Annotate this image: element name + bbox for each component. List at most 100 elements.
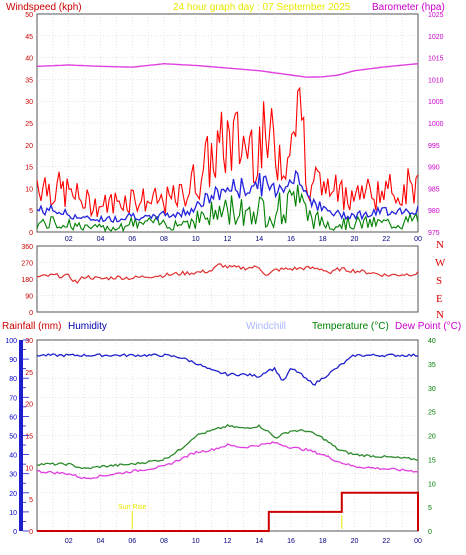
rainfall-ytick-label: 30 bbox=[25, 338, 33, 345]
wind-ytick-label: 10 bbox=[25, 186, 33, 193]
rainfall-ytick-label: 10 bbox=[25, 465, 33, 472]
dewpoint-axis-label: Dew Point (°C) bbox=[395, 321, 461, 332]
barometer-ytick-label: 1025 bbox=[428, 12, 444, 19]
direction-ytick-label: 90 bbox=[25, 294, 33, 301]
temperature-xtick-label: 22 bbox=[382, 538, 390, 545]
humidity-axis-label: Humidity bbox=[68, 321, 107, 332]
temperature-xtick-label: 10 bbox=[192, 538, 200, 545]
temperature-ytick-label: 40 bbox=[428, 338, 436, 345]
rainfall-ytick-label: 20 bbox=[25, 402, 33, 409]
wind-average-line bbox=[36, 169, 419, 224]
chart-title: 24 hour graph day : 07 September 2025 bbox=[173, 2, 351, 13]
barometer-ytick-label: 1010 bbox=[428, 77, 444, 84]
wind-ytick-label: 50 bbox=[25, 12, 33, 19]
humidity-ytick-label: 60 bbox=[9, 414, 17, 421]
wind-ytick-label: 30 bbox=[25, 99, 33, 106]
barometer-ytick-label: 980 bbox=[428, 208, 440, 215]
wind-ytick-label: 45 bbox=[25, 34, 33, 41]
direction-line bbox=[36, 263, 419, 285]
temperature-axis-label: Temperature (°C) bbox=[312, 321, 389, 332]
rainfall-ytick-label: 0 bbox=[29, 529, 33, 536]
barometer-ytick-label: 1015 bbox=[428, 56, 444, 63]
wind-xtick-label: 16 bbox=[287, 236, 295, 243]
barometer-ytick-label: 1005 bbox=[428, 99, 444, 106]
temperature-xtick-label: 04 bbox=[97, 538, 105, 545]
direction-letter-n-bottom: N bbox=[436, 309, 444, 321]
wind-xtick-label: 18 bbox=[319, 236, 327, 243]
direction-ytick-label: 0 bbox=[29, 310, 33, 317]
direction-letter-e: E bbox=[436, 293, 443, 305]
humidity-ytick-label: 0 bbox=[13, 529, 17, 536]
sunrise-label: Sun Rise bbox=[118, 504, 147, 511]
direction-ytick-label: 180 bbox=[21, 277, 33, 284]
wind-xtick-label: 04 bbox=[97, 236, 105, 243]
temperature-ytick-label: 30 bbox=[428, 386, 436, 393]
wind-ytick-label: 15 bbox=[25, 165, 33, 172]
direction-letter-n-top: N bbox=[436, 239, 444, 251]
temperature-line bbox=[36, 423, 419, 470]
humidity-ytick-label: 30 bbox=[9, 472, 17, 479]
direction-ytick-label: 270 bbox=[21, 261, 33, 268]
direction-letter-w: W bbox=[435, 257, 446, 269]
direction-letter-s: S bbox=[436, 275, 442, 287]
wind-ytick-label: 0 bbox=[29, 230, 33, 237]
wind-ytick-label: 20 bbox=[25, 143, 33, 150]
humidity-ytick-label: 90 bbox=[9, 357, 17, 364]
wind-xtick-label: 12 bbox=[224, 236, 232, 243]
humidity-ytick-label: 100 bbox=[5, 338, 17, 345]
wind-ytick-label: 5 bbox=[29, 208, 33, 215]
chart-marks: 0510152025303540455097598098599099510001… bbox=[5, 12, 443, 545]
humidity-ytick-label: 80 bbox=[9, 376, 17, 383]
barometer-ytick-label: 1020 bbox=[428, 34, 444, 41]
wind-xtick-label: 06 bbox=[128, 236, 136, 243]
dewpoint-line bbox=[36, 441, 419, 480]
temperature-ytick-label: 25 bbox=[428, 410, 436, 417]
wind-xtick-label: 20 bbox=[351, 236, 359, 243]
wind-xtick-label: 08 bbox=[160, 236, 168, 243]
humidity-ytick-label: 70 bbox=[9, 395, 17, 402]
wind-ytick-label: 35 bbox=[25, 77, 33, 84]
temperature-xtick-label: 08 bbox=[160, 538, 168, 545]
temperature-xtick-label: 02 bbox=[65, 538, 73, 545]
barometer-line bbox=[36, 62, 419, 78]
temperature-ytick-label: 10 bbox=[428, 481, 436, 488]
temperature-xtick-label: 20 bbox=[351, 538, 359, 545]
temperature-ytick-label: 35 bbox=[428, 362, 436, 369]
temperature-xtick-label: 06 bbox=[128, 538, 136, 545]
rainfall-axis-label: Rainfall (mm) bbox=[2, 321, 61, 332]
barometer-ytick-label: 985 bbox=[428, 186, 440, 193]
rainfall-ytick-label: 5 bbox=[29, 497, 33, 504]
wind-ytick-label: 40 bbox=[25, 56, 33, 63]
direction-letters: N W S E N bbox=[435, 239, 446, 321]
temperature-ytick-label: 20 bbox=[428, 434, 436, 441]
humidity-ytick-label: 10 bbox=[9, 510, 17, 517]
temperature-ytick-label: 5 bbox=[428, 505, 432, 512]
barometer-axis-label: Barometer (hpa) bbox=[372, 2, 445, 13]
wind-xtick-label: 22 bbox=[382, 236, 390, 243]
wind-xtick-label: 14 bbox=[255, 236, 263, 243]
humidity-line bbox=[36, 353, 419, 386]
humidity-ytick-label: 40 bbox=[9, 453, 17, 460]
wind-low-line bbox=[36, 184, 419, 233]
humidity-ytick-label: 20 bbox=[9, 491, 17, 498]
windchill-label: Windchill bbox=[246, 321, 286, 332]
rainfall-line bbox=[37, 491, 419, 532]
temperature-ytick-label: 0 bbox=[428, 529, 432, 536]
barometer-ytick-label: 975 bbox=[428, 230, 440, 237]
temperature-xtick-label: 18 bbox=[319, 538, 327, 545]
temperature-xtick-label: 12 bbox=[224, 538, 232, 545]
rainfall-ytick-label: 25 bbox=[25, 370, 33, 377]
direction-ytick-label: 360 bbox=[21, 244, 33, 251]
humidity-ytick-label: 50 bbox=[9, 434, 17, 441]
temperature-xtick-label: 00 bbox=[414, 538, 422, 545]
barometer-ytick-label: 990 bbox=[428, 165, 440, 172]
temperature-xtick-label: 16 bbox=[287, 538, 295, 545]
temperature-xtick-label: 14 bbox=[255, 538, 263, 545]
temperature-ytick-label: 15 bbox=[428, 457, 436, 464]
wind-ytick-label: 25 bbox=[25, 121, 33, 128]
rainfall-ytick-label: 15 bbox=[25, 434, 33, 441]
humidity-gauge-bar bbox=[19, 340, 23, 531]
barometer-ytick-label: 1000 bbox=[428, 121, 444, 128]
